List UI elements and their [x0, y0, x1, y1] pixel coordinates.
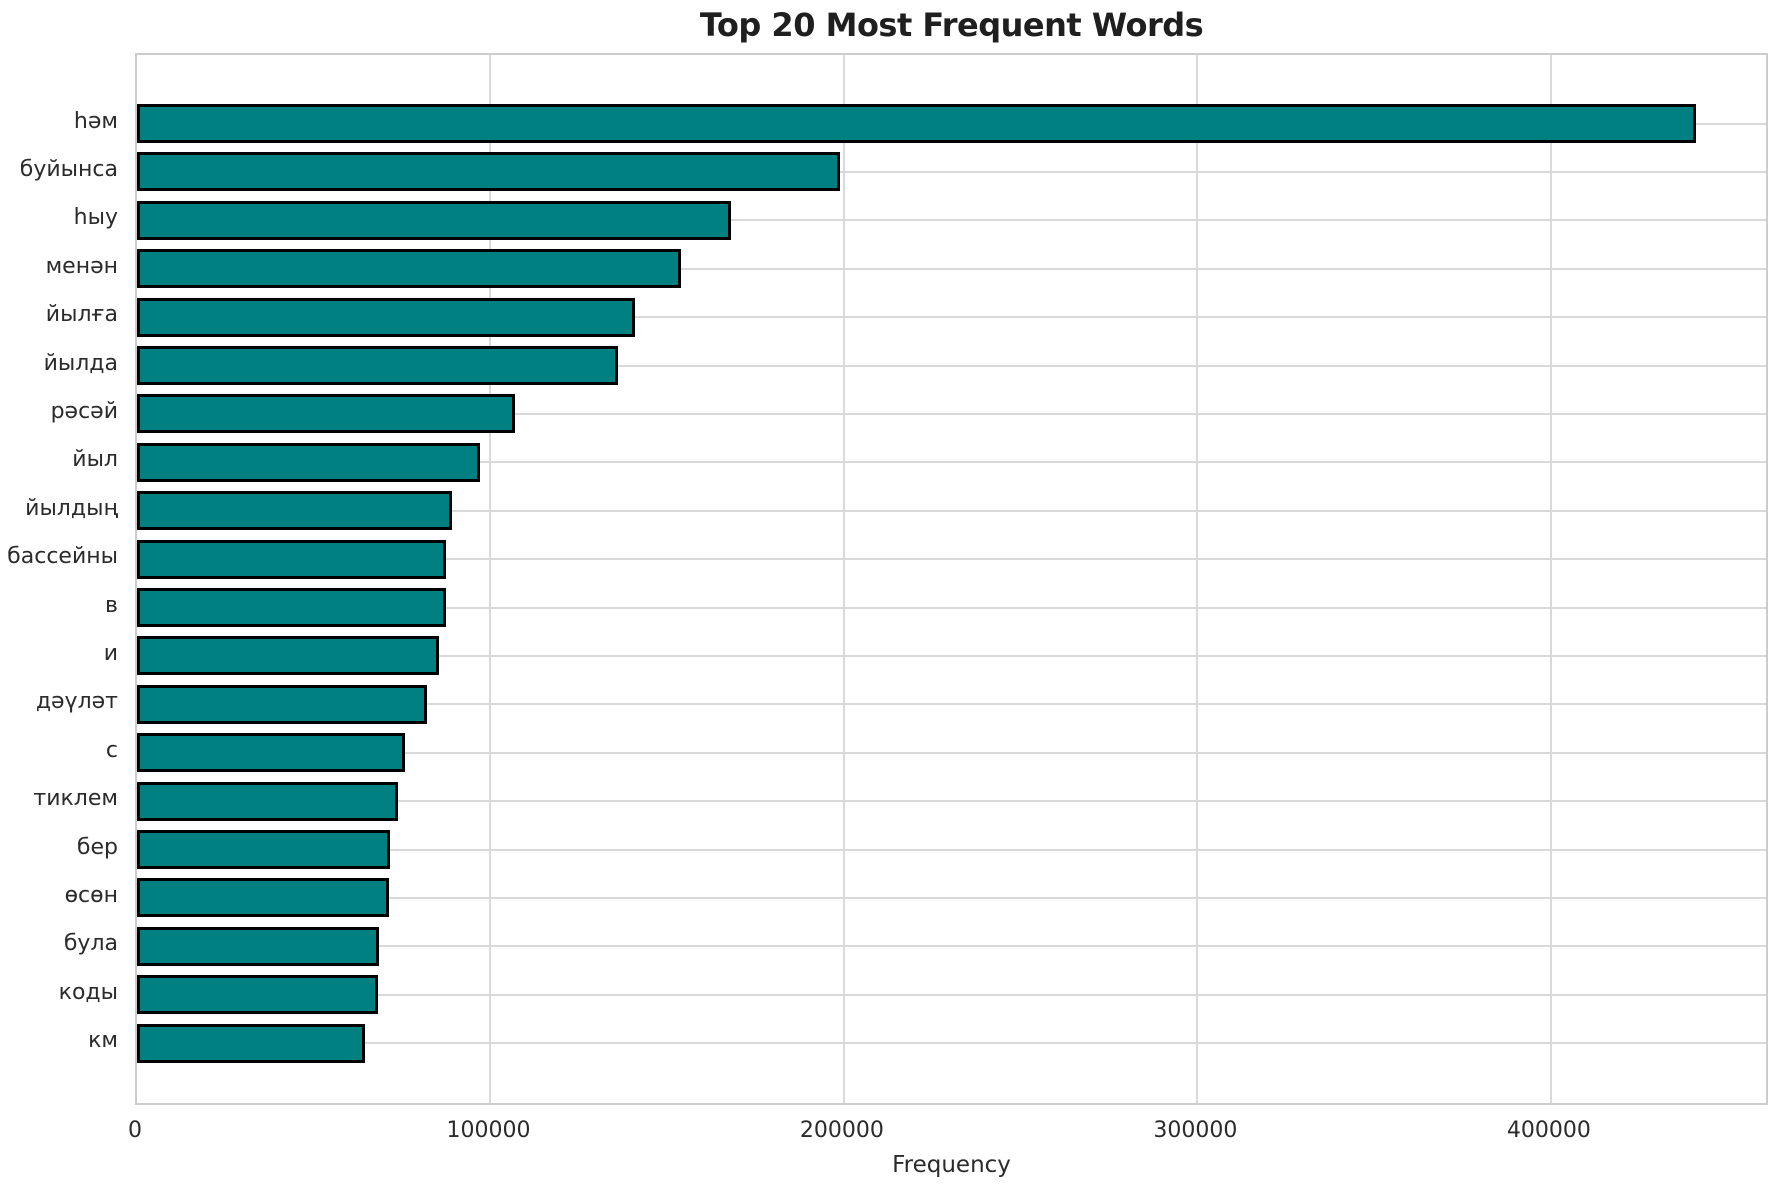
ytick-label: менән: [45, 253, 118, 279]
bar-буйынса: [137, 152, 841, 192]
ytick-label: тиклем: [33, 786, 118, 812]
ytick-label: йыл: [72, 447, 118, 473]
bar-дәүләт: [137, 684, 427, 724]
chart-title: Top 20 Most Frequent Words: [699, 6, 1204, 44]
y-gridline: [137, 751, 1766, 754]
bar-тиклем: [137, 781, 399, 821]
xtick-label: 300000: [1153, 1118, 1238, 1143]
ytick-label: буйынса: [19, 156, 118, 182]
y-gridline: [137, 267, 1766, 270]
y-gridline: [137, 461, 1766, 464]
ytick-label: и: [103, 640, 118, 666]
y-gridline: [137, 993, 1766, 996]
bar-йыл: [137, 442, 480, 482]
xtick-label: 200000: [799, 1118, 884, 1143]
y-gridline: [137, 945, 1766, 948]
xtick-label: 400000: [1506, 1118, 1591, 1143]
ytick-label: һәм: [73, 108, 118, 134]
y-gridline: [137, 703, 1766, 706]
y-gridline: [137, 170, 1766, 173]
y-gridline: [137, 654, 1766, 657]
x-axis-title: Frequency: [892, 1152, 1011, 1178]
bar-була: [137, 926, 380, 966]
ytick-label: бер: [76, 834, 118, 860]
ytick-label: йылда: [43, 350, 118, 376]
bar-һыу: [137, 200, 731, 240]
bar-йылдың: [137, 491, 453, 531]
bar-менән: [137, 249, 682, 289]
x-gridline: [1196, 55, 1199, 1103]
ytick-label: була: [63, 931, 118, 957]
ytick-label: бассейны: [7, 544, 118, 570]
bar-бассейны: [137, 539, 446, 579]
y-gridline: [137, 412, 1766, 415]
bar-бер: [137, 830, 391, 869]
y-gridline: [137, 558, 1766, 561]
bar-с: [137, 733, 405, 773]
xtick-label: 0: [128, 1118, 142, 1143]
y-gridline: [137, 219, 1766, 222]
x-gridline: [842, 55, 845, 1103]
y-gridline: [137, 848, 1766, 851]
bar-км: [137, 1023, 365, 1063]
ytick-label: в: [105, 592, 118, 618]
y-gridline: [137, 800, 1766, 803]
ytick-label: йылдың: [25, 495, 118, 521]
bar-коды: [137, 975, 378, 1015]
x-gridline: [1549, 55, 1552, 1103]
ytick-label: дәүләт: [35, 689, 118, 715]
ytick-label: һыу: [73, 205, 118, 231]
ytick-label: коды: [58, 979, 118, 1005]
xtick-label: 100000: [446, 1118, 531, 1143]
bar-рәсәй: [137, 394, 516, 434]
ytick-label: км: [88, 1028, 118, 1054]
bar-һәм: [137, 104, 1696, 143]
y-gridline: [137, 316, 1766, 319]
bar-йылға: [137, 297, 636, 337]
plot-area: [135, 53, 1768, 1105]
y-gridline: [137, 896, 1766, 899]
bar-өсөн: [137, 878, 390, 918]
ytick-label: өсөн: [64, 882, 118, 908]
ytick-label: с: [105, 737, 118, 763]
bar-и: [137, 636, 440, 676]
y-gridline: [137, 364, 1766, 367]
bar-в: [137, 588, 446, 627]
bar-йылда: [137, 346, 618, 385]
y-gridline: [137, 606, 1766, 609]
ytick-label: рәсәй: [50, 398, 118, 424]
y-gridline: [137, 509, 1766, 512]
y-gridline: [137, 1042, 1766, 1045]
x-gridline: [489, 55, 492, 1103]
ytick-label: йылға: [45, 302, 118, 328]
